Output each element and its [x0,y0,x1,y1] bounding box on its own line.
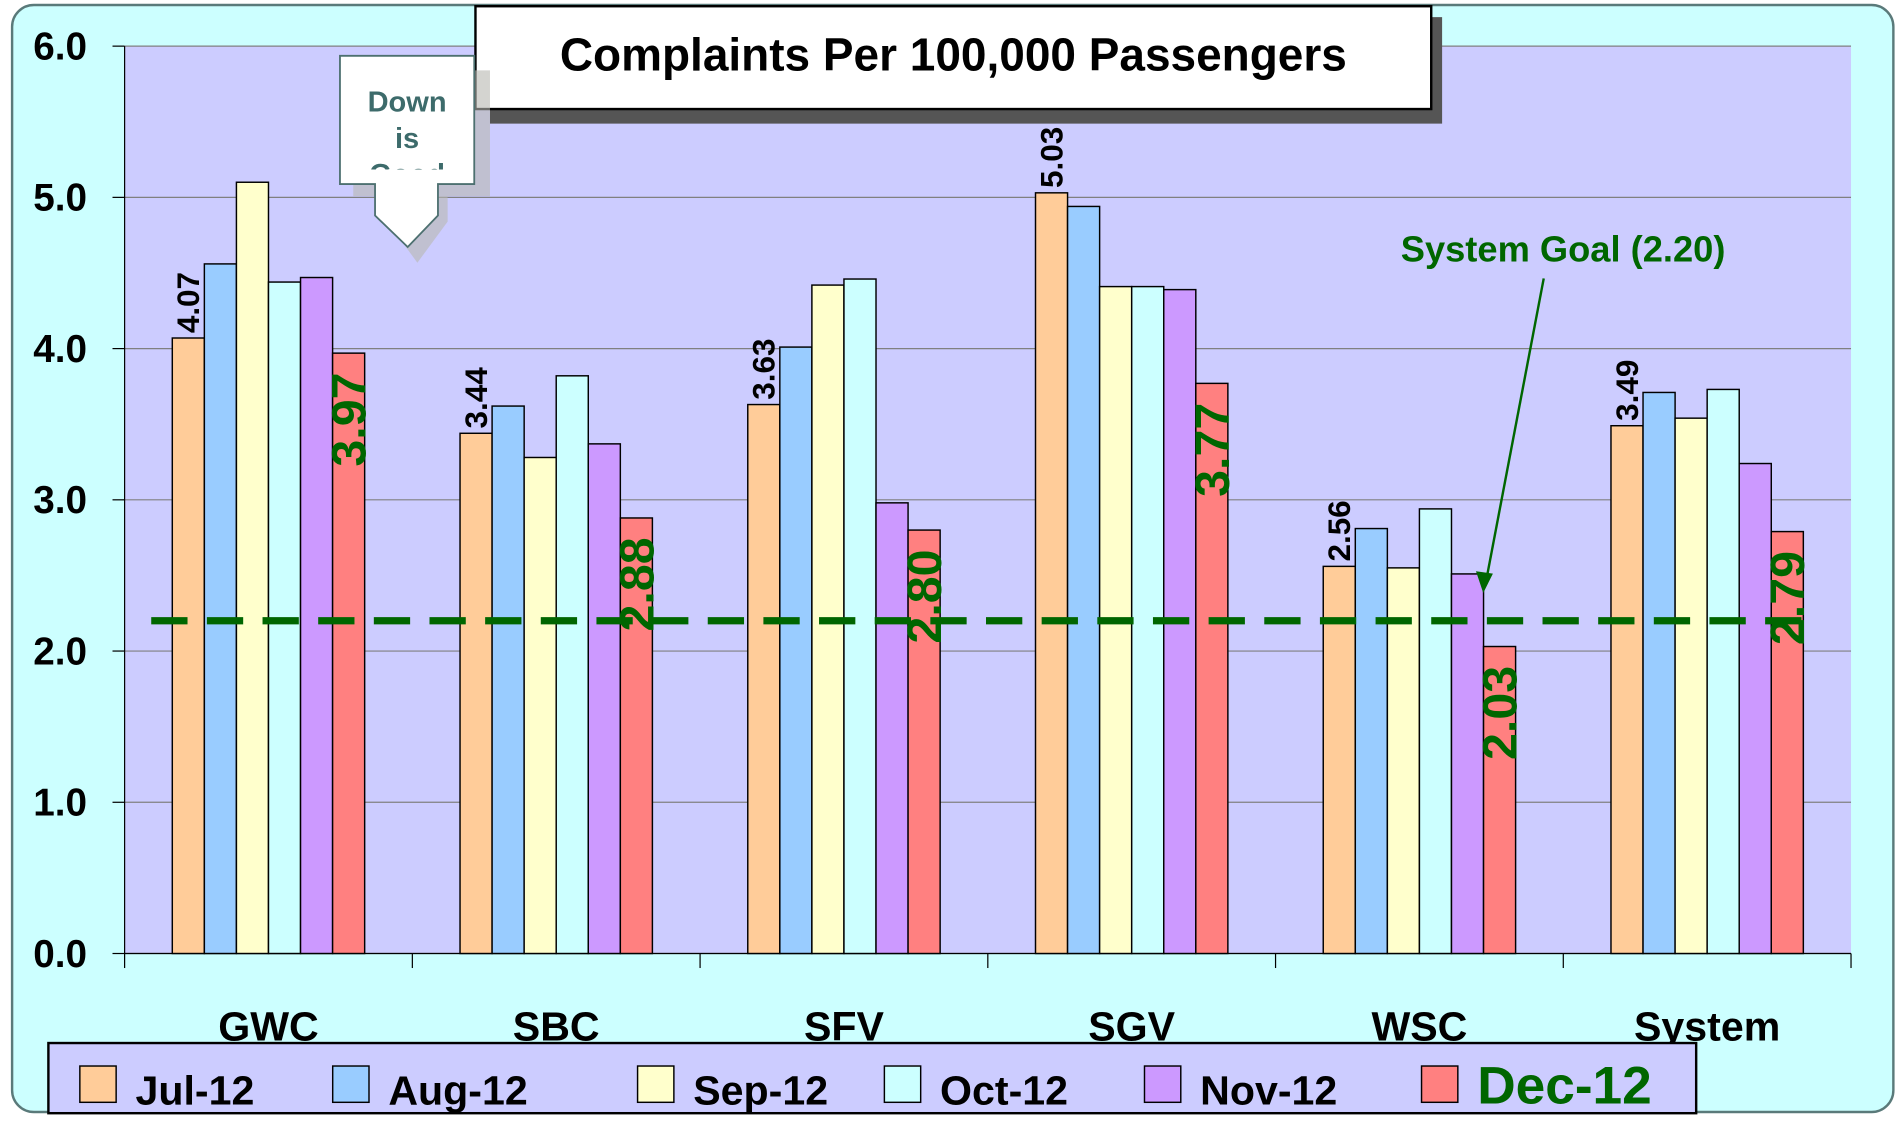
chart-title: Complaints Per 100,000 Passengers [560,28,1347,80]
legend-label: Dec-12 [1477,1057,1652,1116]
data-label: 5.03 [1034,127,1069,188]
bar [587,443,622,955]
bar [1450,573,1485,955]
bar [907,529,941,955]
legend-label: Aug-12 [388,1068,527,1114]
bar [523,456,557,955]
data-label: 2.56 [1322,500,1357,561]
bar [1642,391,1676,955]
bar [843,278,877,955]
bar [235,181,270,955]
bar [875,502,909,955]
bar [1706,388,1740,955]
data-label: 2.03 [1474,666,1528,760]
legend-label: Jul-12 [136,1068,255,1114]
legend-swatch [1420,1065,1459,1104]
data-label: 2.80 [898,549,952,643]
bar [491,405,525,955]
bar [1418,508,1453,955]
legend-label: Sep-12 [693,1068,828,1114]
bar [1066,205,1101,955]
data-label: 3.49 [1610,360,1645,421]
bar [331,352,366,955]
legend-swatch [883,1065,922,1104]
goal-pointer-head [1475,571,1493,593]
y-tick-label: 0.0 [33,933,87,976]
goal-pointer [1484,278,1545,584]
goal-label: System Goal (2.20) [1401,228,1726,269]
bar [619,517,654,955]
bar [555,375,590,955]
data-label: 3.97 [323,372,377,466]
data-label: 3.63 [747,339,782,400]
data-label: 2.88 [610,537,664,631]
bar [1386,567,1421,955]
data-label: 3.44 [459,367,494,429]
y-tick-label: 6.0 [33,25,87,68]
title-box [474,5,1433,111]
callout-arrow [339,54,476,249]
bar [1738,462,1773,955]
y-tick-label: 4.0 [33,328,87,371]
bar [1610,424,1644,955]
callout-text: Down is Good [367,86,447,169]
data-label: 4.07 [171,272,206,333]
data-label: 2.79 [1761,551,1815,645]
bar [747,403,781,955]
plot: 0.01.02.03.04.05.06.0GWC4.073.97SBC3.442… [33,25,1852,1050]
bar [779,346,813,955]
callout-box: Down is Good [367,86,447,169]
bar [1354,527,1389,955]
bar [171,337,206,955]
legend-swatch [79,1065,117,1104]
legend-swatch [1143,1065,1182,1104]
bar [459,432,493,955]
bar [1034,192,1069,955]
y-tick-label: 3.0 [33,479,87,522]
legend-swatch [636,1065,675,1104]
legend: Jul-12 Aug-12 Sep-12 Oct-12 Nov-12 Dec-12 [79,1057,1652,1116]
bar [203,263,238,955]
legend-label: Nov-12 [1200,1068,1337,1114]
y-tick-label: 5.0 [33,177,87,220]
y-tick-label: 1.0 [33,782,87,825]
bar [1770,530,1805,955]
legend-label: Oct-12 [940,1068,1068,1114]
data-label: 3.77 [1186,403,1240,497]
bar [1674,417,1708,955]
y-tick-label: 2.0 [33,630,87,673]
bar [1482,645,1517,955]
legend-swatch [331,1065,370,1104]
bar [299,276,334,955]
bar [1195,382,1229,955]
